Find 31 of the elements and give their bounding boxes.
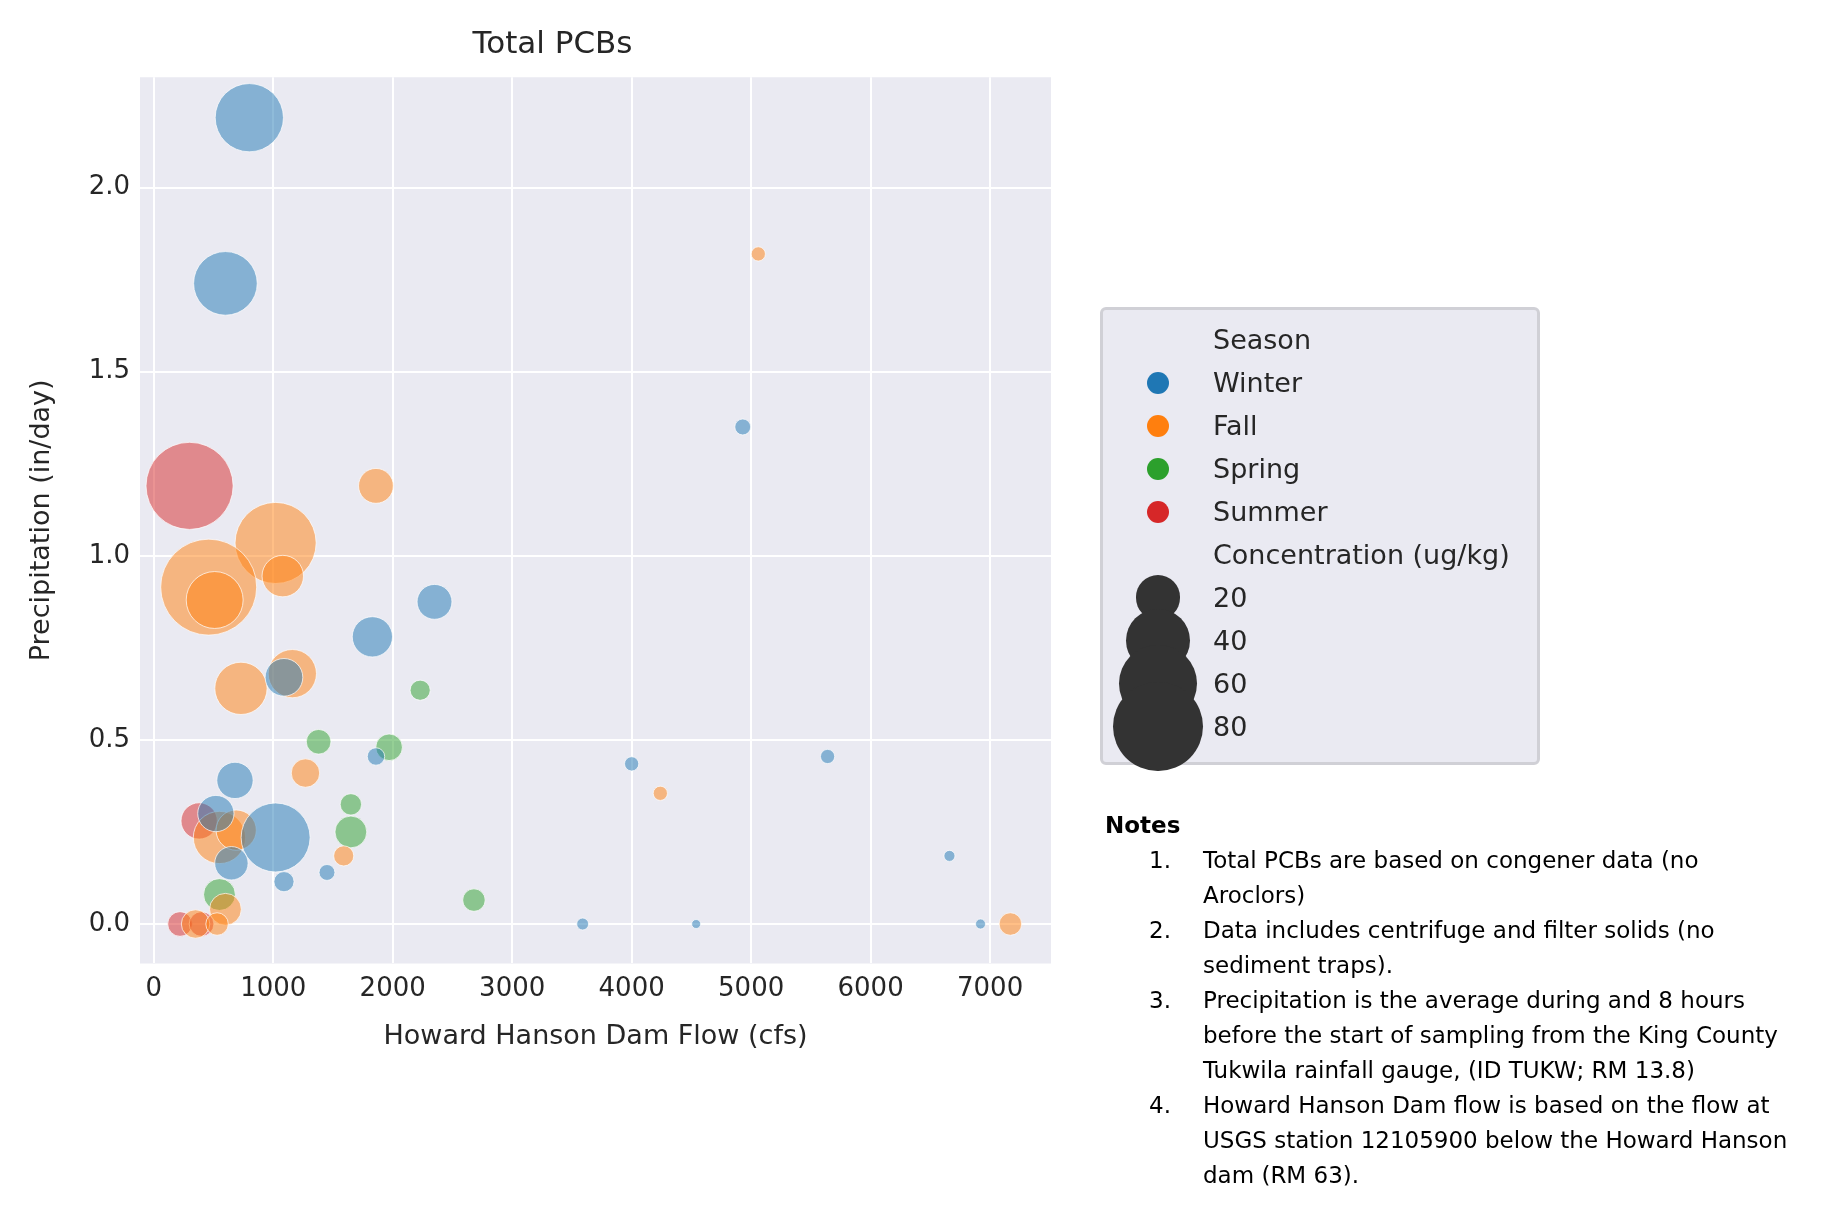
x-tick-label: 5000	[718, 971, 785, 1002]
legend-label: 40	[1213, 625, 1248, 656]
legend-label: Spring	[1213, 453, 1301, 484]
x-tick-label: 6000	[837, 971, 904, 1002]
x-tick-label: 7000	[957, 971, 1024, 1002]
legend-label: Winter	[1213, 367, 1303, 398]
y-axis-title: Precipitation (in/day)	[24, 379, 56, 662]
text: Notes	[1105, 811, 1182, 840]
text: 4. Howard Hanson Dam flow is based on the flow at USGS station 12105900 below the Howard Hanson dam (RM 63).	[1149, 1092, 1788, 1188]
y-tick-label: 0.5	[88, 722, 130, 753]
legend-title: Season	[1213, 324, 1311, 355]
y-tick-label: 1.5	[88, 354, 130, 385]
x-tick-label: 1000	[240, 971, 307, 1002]
text: Concentration (ug/kg)	[1213, 539, 1510, 570]
x-tick-label: 3000	[479, 971, 546, 1002]
y-tick-label: 2.0	[88, 170, 130, 201]
legend-label: Fall	[1213, 410, 1258, 441]
legend-label: Summer	[1213, 496, 1328, 527]
x-tick-label: 0	[145, 971, 163, 1002]
y-tick-label: 0.0	[88, 906, 130, 937]
x-tick-label: 2000	[359, 971, 426, 1002]
x-tick-label: 4000	[598, 971, 665, 1002]
text: 1. Total PCBs are based on congener data (no Aroclors)	[1149, 847, 1699, 908]
y-tick-label: 1.0	[88, 538, 130, 569]
legend-label: 20	[1213, 582, 1248, 613]
chart-title: Total PCBs	[471, 23, 633, 60]
x-axis-title: Howard Hanson Dam Flow (cfs)	[383, 1018, 808, 1050]
legend-label: 60	[1213, 668, 1248, 699]
text: 2. Data includes centrifuge and filter solids (no sediment traps).	[1149, 917, 1715, 978]
legend-label: 80	[1213, 711, 1248, 742]
text: 3. Precipitation is the average during and 8 hours before the start of sampling from the King County Tukwila rainfall gauge, (ID TUKW; RM 13.8)	[1149, 987, 1778, 1083]
